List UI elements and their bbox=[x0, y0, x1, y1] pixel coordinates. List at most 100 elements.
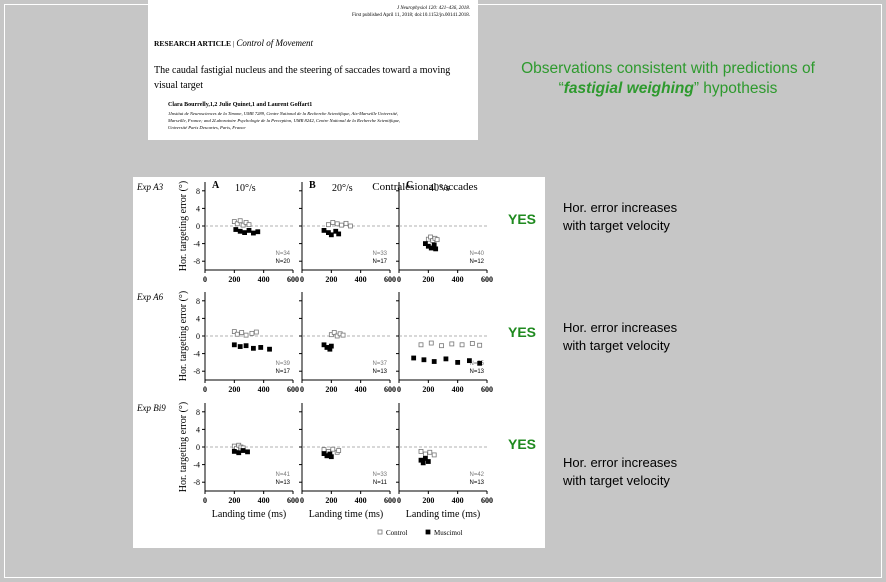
n-label: N=39 bbox=[275, 361, 290, 367]
data-point bbox=[469, 341, 475, 346]
x-tick-label: 200 bbox=[422, 496, 434, 505]
x-tick-label: 600 bbox=[287, 275, 299, 284]
data-point bbox=[428, 340, 434, 346]
data-point bbox=[340, 332, 346, 338]
data-point bbox=[258, 345, 264, 350]
data-point bbox=[243, 332, 249, 338]
x-tick-label: 0 bbox=[397, 275, 401, 284]
data-point bbox=[328, 454, 334, 460]
y-tick-label: -8 bbox=[193, 478, 200, 487]
x-tick-label: 600 bbox=[481, 496, 493, 505]
n-label: N=13 bbox=[469, 480, 484, 486]
data-point bbox=[421, 357, 427, 363]
y-tick-label: -4 bbox=[193, 461, 200, 470]
data-point bbox=[243, 343, 249, 349]
x-tick-label: 0 bbox=[300, 385, 304, 394]
panel-letter: C bbox=[406, 180, 413, 191]
headline-line: Observations consistent with predictions… bbox=[521, 60, 815, 77]
finding-text: Hor. error increases bbox=[563, 455, 678, 470]
data-point bbox=[240, 448, 246, 453]
x-tick-label: 600 bbox=[287, 385, 299, 394]
panel-letter: A bbox=[212, 180, 220, 191]
x-tick-label: 200 bbox=[325, 385, 337, 394]
verdict: YES bbox=[508, 436, 536, 452]
n-label: N=34 bbox=[275, 251, 290, 257]
legend-swatch bbox=[377, 529, 383, 535]
finding-text: with target velocity bbox=[562, 338, 670, 353]
x-axis-label: Landing time (ms) bbox=[212, 509, 286, 520]
x-tick-label: 600 bbox=[481, 385, 493, 394]
data-point bbox=[231, 329, 237, 335]
data-point bbox=[420, 460, 426, 466]
data-point bbox=[336, 231, 342, 237]
finding-text: Hor. error increases bbox=[563, 200, 678, 215]
row-label: Exp A6 bbox=[136, 292, 164, 302]
data-point bbox=[477, 360, 483, 366]
y-tick-label: 0 bbox=[196, 332, 200, 341]
emphasis: fastigial weighing bbox=[564, 80, 695, 97]
y-tick-label: -8 bbox=[193, 257, 200, 266]
x-tick-label: 400 bbox=[355, 385, 367, 394]
data-point bbox=[242, 230, 248, 236]
affiliation: Université Paris Descartes, Paris, Franc… bbox=[168, 125, 246, 131]
separator: | bbox=[233, 39, 235, 48]
data-point bbox=[433, 246, 439, 252]
data-point bbox=[466, 358, 472, 364]
data-point bbox=[427, 449, 433, 455]
n-label: N=40 bbox=[469, 251, 484, 257]
x-tick-label: 0 bbox=[300, 496, 304, 505]
data-point bbox=[321, 342, 327, 348]
y-tick-label: -4 bbox=[193, 350, 200, 359]
citation: J Neurophysiol 120: 421–436, 2018. bbox=[397, 6, 470, 11]
paper-title: visual target bbox=[154, 80, 203, 91]
n-label: N=42 bbox=[469, 472, 484, 478]
authors: Clara Bourrelly,1,2 Julie Quinet,1 and L… bbox=[168, 102, 312, 108]
n-label: N=17 bbox=[275, 369, 290, 375]
n-label: N=35 bbox=[469, 361, 484, 367]
x-tick-label: 600 bbox=[384, 385, 396, 394]
data-point bbox=[245, 449, 250, 455]
x-tick-label: 400 bbox=[258, 496, 270, 505]
data-point bbox=[239, 330, 245, 335]
y-tick-label: 8 bbox=[196, 297, 200, 306]
x-axis-label: Landing time (ms) bbox=[309, 509, 383, 520]
x-tick-label: 200 bbox=[228, 496, 240, 505]
data-point bbox=[236, 450, 242, 456]
y-tick-label: -8 bbox=[193, 367, 200, 376]
data-point bbox=[255, 229, 261, 235]
data-point bbox=[250, 345, 256, 351]
row-label: Exp A3 bbox=[136, 182, 164, 192]
data-point bbox=[328, 232, 334, 238]
topic: Control of Movement bbox=[236, 38, 313, 48]
data-point bbox=[422, 241, 428, 247]
n-label: N=33 bbox=[372, 472, 387, 478]
y-tick-label: -4 bbox=[193, 240, 200, 249]
panel-velocity: 40°/s bbox=[429, 183, 450, 194]
x-tick-label: 400 bbox=[355, 496, 367, 505]
x-tick-label: 0 bbox=[300, 275, 304, 284]
data-point bbox=[330, 446, 336, 452]
x-tick-label: 200 bbox=[228, 275, 240, 284]
figure-panel bbox=[133, 177, 545, 548]
data-point bbox=[434, 237, 440, 243]
data-point bbox=[439, 343, 444, 349]
n-label: N=13 bbox=[469, 369, 484, 375]
data-point bbox=[234, 331, 240, 337]
x-tick-label: 0 bbox=[203, 385, 207, 394]
x-tick-label: 0 bbox=[397, 385, 401, 394]
n-label: N=13 bbox=[275, 480, 290, 486]
paper-snippet bbox=[148, 0, 478, 140]
x-tick-label: 200 bbox=[422, 385, 434, 394]
x-tick-label: 200 bbox=[325, 496, 337, 505]
n-label: N=11 bbox=[373, 480, 388, 486]
data-point bbox=[459, 342, 465, 348]
data-point bbox=[246, 222, 252, 228]
y-tick-label: 0 bbox=[196, 443, 200, 452]
verdict: YES bbox=[508, 211, 536, 227]
legend-label: Control bbox=[386, 529, 407, 537]
data-point bbox=[231, 342, 237, 348]
x-tick-label: 600 bbox=[481, 275, 493, 284]
data-point bbox=[231, 448, 237, 454]
y-tick-label: 8 bbox=[196, 187, 200, 196]
data-point bbox=[347, 223, 353, 229]
